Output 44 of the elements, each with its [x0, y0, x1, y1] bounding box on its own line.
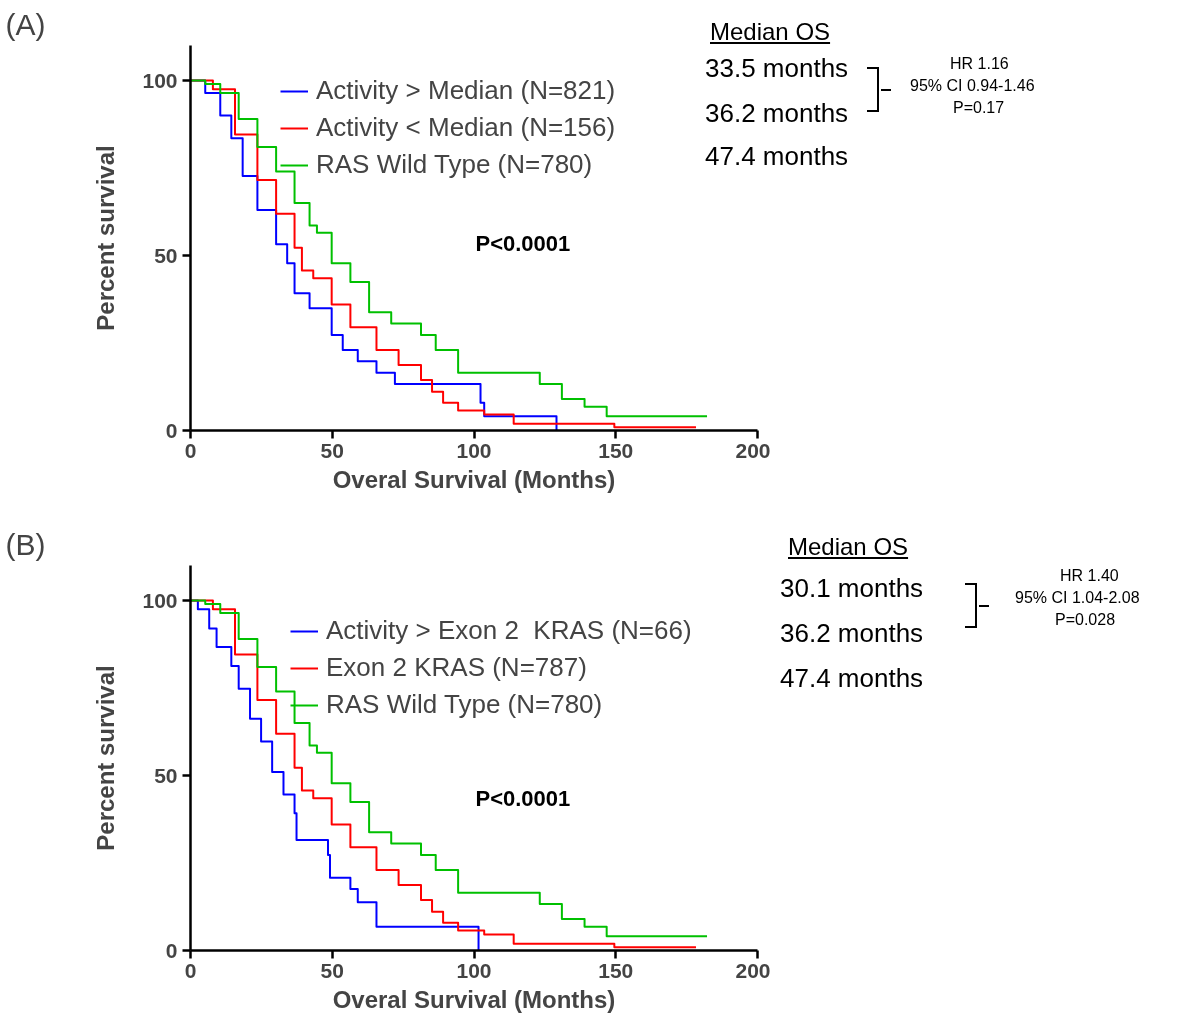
x-tick-label: 200 [735, 958, 771, 982]
y-tick-label: 0 [165, 418, 178, 442]
x-tick-label: 100 [456, 958, 492, 982]
x-tick-label: 150 [598, 438, 634, 462]
chart-title: (A) [5, 7, 46, 41]
chart-title: (B) [5, 527, 46, 561]
y-tick-label: 50 [154, 243, 178, 267]
annotation: 36.2 months [705, 97, 849, 130]
annotation: P<0.0001 [475, 785, 571, 811]
text: HR 1.16 [950, 54, 1009, 74]
x-axis-title: Overal Survival (Months) [332, 465, 616, 493]
x-tick-label: 0 [184, 958, 197, 982]
annotation: 47.4 months [705, 140, 849, 173]
x-tick-label: 50 [320, 438, 344, 462]
y-tick-label: 100 [142, 68, 178, 92]
text: 36.2 months [780, 617, 924, 650]
y-axis-title: Percent survival [92, 145, 120, 331]
text: 30.1 months [780, 572, 924, 605]
y-tick-label: 100 [142, 588, 178, 612]
legend-label: RAS Wild Type (N=780) [316, 149, 593, 180]
text: 95% CI 0.94-1.46 [910, 76, 1035, 96]
text: Median OS [788, 532, 909, 562]
text: Median OS [710, 17, 831, 47]
x-tick-label: 200 [735, 438, 771, 462]
x-axis-title: Overal Survival (Months) [332, 985, 616, 1013]
x-tick-label: 0 [184, 438, 197, 462]
annotation: P<0.0001 [475, 230, 571, 256]
text: P=0.028 [1055, 610, 1116, 630]
text: HR 1.40 [1060, 566, 1119, 586]
legend-label: Activity < Median (N=156) [316, 112, 616, 143]
text: 47.4 months [780, 662, 924, 695]
legend-label: Activity > Exon 2 KRAS (N=66) [326, 615, 692, 646]
text: P=0.17 [953, 98, 1005, 118]
legend-label: RAS Wild Type (N=780) [326, 689, 603, 720]
text: 95% CI 1.04-2.08 [1015, 588, 1140, 608]
x-tick-label: 150 [598, 958, 634, 982]
x-tick-label: 100 [456, 438, 492, 462]
y-tick-label: 50 [154, 763, 178, 787]
x-tick-label: 50 [320, 958, 344, 982]
legend-label: Activity > Median (N=821) [316, 75, 616, 106]
legend-label: Exon 2 KRAS (N=787) [326, 652, 587, 683]
y-tick-label: 0 [165, 938, 178, 962]
annotation: 33.5 months [705, 52, 849, 85]
y-axis-title: Percent survival [92, 665, 120, 851]
